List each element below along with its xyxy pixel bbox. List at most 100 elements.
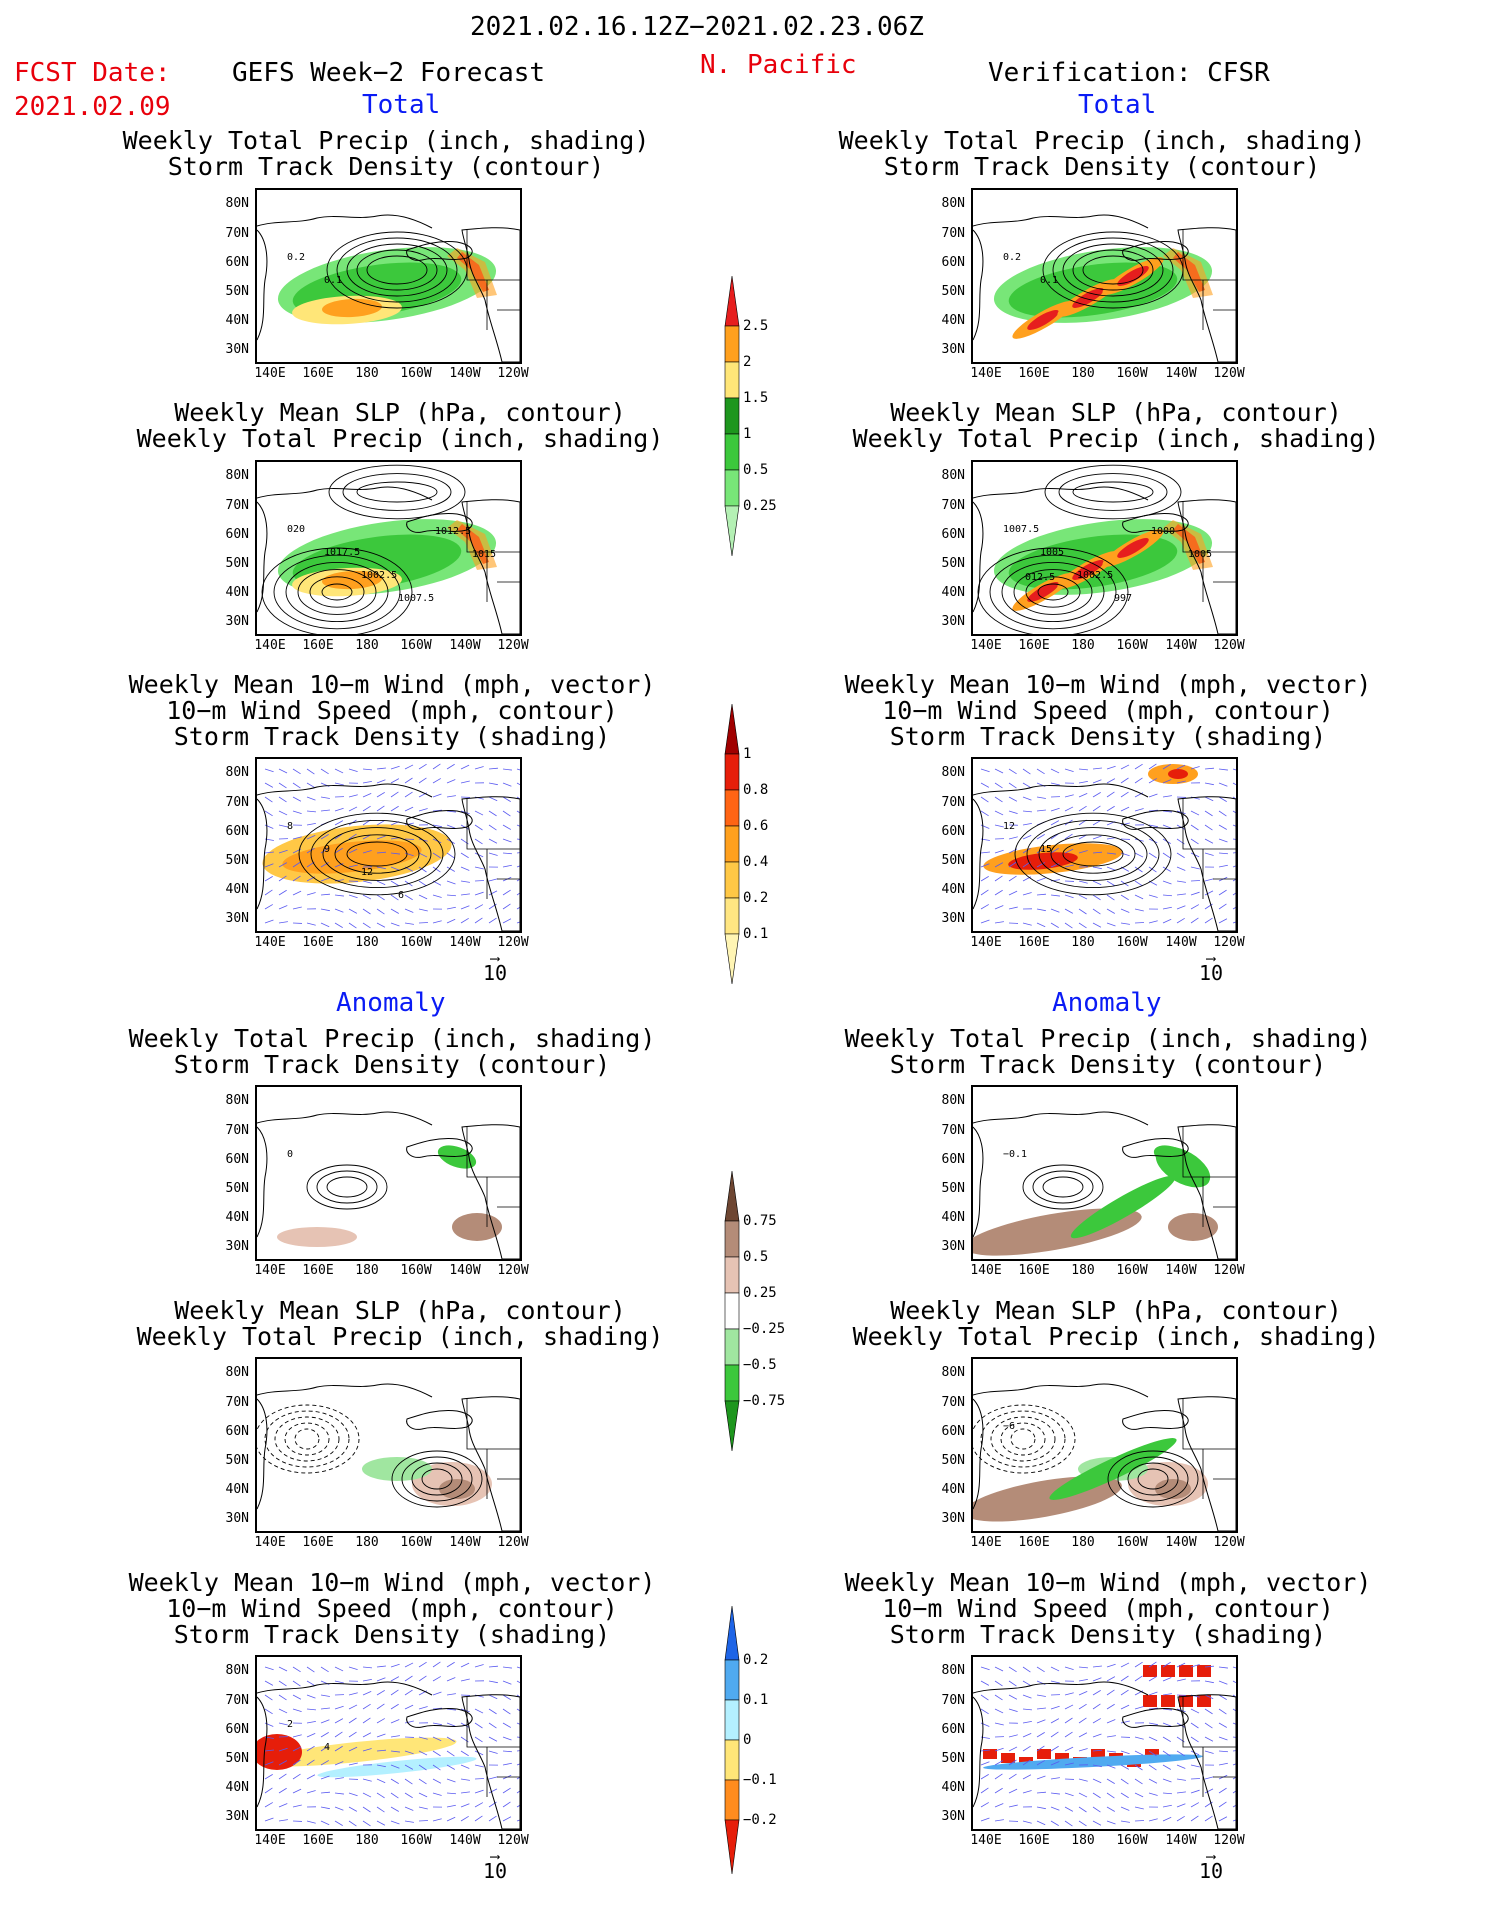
title-p5-right: Weekly Mean SLP (hPa, contour) Weekly To…	[852, 1296, 1380, 1351]
lon-tick-label: 160E	[302, 1263, 334, 1278]
contour-label: −0.1	[1003, 1149, 1027, 1160]
lat-tick-label: 70N	[941, 1395, 965, 1410]
colorbar-label: 0.25	[743, 1285, 777, 1301]
lon-tick-label: 120W	[497, 1535, 529, 1550]
colorbar-label: 1.5	[743, 390, 769, 406]
contour-label: 997	[1114, 593, 1132, 604]
lon-tick-label: 140E	[970, 366, 1002, 381]
lat-tick-label: 60N	[225, 1152, 249, 1167]
map-panel-p3-right: 12 15	[971, 757, 1238, 933]
date-range: 2021.02.16.12Z−2021.02.23.06Z	[470, 12, 924, 42]
lon-tick-label: 160E	[302, 638, 334, 653]
lat-tick-label: 80N	[941, 765, 965, 780]
lon-tick-label: 160W	[1116, 935, 1148, 950]
lat-tick-label: 80N	[225, 468, 249, 483]
lon-tick-label: 160W	[1116, 1263, 1148, 1278]
colorbar-precip-total	[724, 275, 740, 557]
lat-tick-label: 70N	[225, 1123, 249, 1138]
lat-tick-label: 40N	[225, 1482, 249, 1497]
lon-tick-label: 120W	[1213, 366, 1245, 381]
title-p6-left: Weekly Mean 10−m Wind (mph, vector) 10−m…	[128, 1568, 656, 1649]
contour-label: 1005	[1188, 549, 1212, 560]
colorbar-label: 1	[743, 746, 752, 762]
map-plot-p1-left: 0.2 0.1	[257, 214, 520, 362]
title-p3-left: Weekly Mean 10−m Wind (mph, vector) 10−m…	[128, 670, 656, 751]
contour-label: 12	[361, 867, 373, 878]
contour-label: 8	[287, 821, 293, 832]
lat-tick-label: 40N	[941, 1780, 965, 1795]
lat-tick-label: 30N	[941, 911, 965, 926]
map-plot-p5-left	[257, 1383, 520, 1531]
lat-tick-label: 80N	[225, 765, 249, 780]
contour-label: 2	[287, 1719, 293, 1730]
lon-tick-label: 120W	[497, 638, 529, 653]
lon-tick-label: 120W	[1213, 935, 1245, 950]
lat-tick-label: 40N	[225, 1210, 249, 1225]
lat-tick-label: 80N	[941, 1663, 965, 1678]
lat-tick-label: 70N	[941, 226, 965, 241]
colorbar-label: −0.1	[743, 1772, 777, 1788]
lon-tick-label: 140W	[449, 638, 481, 653]
lon-tick-label: 180	[1071, 935, 1095, 950]
lon-tick-label: 140W	[1165, 1833, 1197, 1848]
colorbar-label: 0.1	[743, 926, 769, 942]
lat-tick-label: 70N	[941, 1693, 965, 1708]
contour-label: 6	[398, 890, 404, 901]
lat-tick-label: 60N	[941, 527, 965, 542]
lon-tick-label: 140W	[449, 366, 481, 381]
lat-tick-label: 50N	[941, 556, 965, 571]
contour-label: 12	[1003, 821, 1015, 832]
left-title: GEFS Week−2 Forecast	[232, 58, 546, 88]
colorbar-label: 1	[743, 426, 752, 442]
lon-tick-label: 160E	[1018, 1263, 1050, 1278]
lat-tick-label: 50N	[225, 284, 249, 299]
lat-tick-label: 60N	[225, 1722, 249, 1737]
lon-tick-label: 140W	[1165, 638, 1197, 653]
lat-tick-label: 30N	[225, 1511, 249, 1526]
map-panel-p5-right: −6	[971, 1357, 1238, 1533]
colorbar-label: −0.5	[743, 1357, 777, 1373]
colorbar-label: 0.6	[743, 818, 769, 834]
lat-tick-label: 50N	[225, 556, 249, 571]
contour-label: 1007.5	[398, 593, 434, 604]
lat-tick-label: 30N	[941, 1809, 965, 1824]
lat-tick-label: 50N	[941, 1181, 965, 1196]
map-plot-p5-right: −6	[973, 1383, 1236, 1531]
contour-label: 4	[324, 1742, 330, 1753]
map-panel-p1-right: 0.2 0.1	[971, 188, 1238, 364]
colorbar-label: 2	[743, 354, 752, 370]
lat-tick-label: 30N	[941, 614, 965, 629]
colorbar-label: 0.1	[743, 1692, 769, 1708]
title-p3-right: Weekly Mean 10−m Wind (mph, vector) 10−m…	[844, 670, 1372, 751]
map-plot-p6-left: 24	[257, 1661, 520, 1829]
lon-tick-label: 160W	[400, 366, 432, 381]
contour-label: 0	[287, 1149, 293, 1160]
title-p1-left: Weekly Total Precip (inch, shading) Stor…	[122, 126, 650, 181]
map-plot-p2-left: 020 1017.5 1002.5 1007.5 1012.5 1015	[257, 464, 520, 634]
contour-label: 1002.5	[361, 570, 397, 581]
lon-tick-label: 160E	[302, 1833, 334, 1848]
vector-reference: ⟶ 10	[1198, 951, 1224, 985]
contour-label: 1017.5	[324, 547, 360, 558]
lon-tick-label: 120W	[1213, 1535, 1245, 1550]
contour-label: 1007.5	[1003, 524, 1039, 535]
fcst-date-value: 2021.02.09	[14, 92, 171, 122]
lon-tick-label: 160W	[1116, 1833, 1148, 1848]
title-p2-left: Weekly Mean SLP (hPa, contour) Weekly To…	[136, 398, 664, 453]
lon-tick-label: 140E	[254, 1535, 286, 1550]
lon-tick-label: 160E	[302, 1535, 334, 1550]
map-panel-p1-left: 0.2 0.1	[255, 188, 522, 364]
contour-label: 0.2	[1003, 252, 1021, 263]
colorbar-label: 0.5	[743, 462, 769, 478]
lat-tick-label: 30N	[225, 614, 249, 629]
colorbar-label: 0.75	[743, 1213, 777, 1229]
lon-tick-label: 140W	[1165, 1263, 1197, 1278]
lon-tick-label: 140E	[254, 638, 286, 653]
lon-tick-label: 160E	[302, 935, 334, 950]
lon-tick-label: 140W	[449, 1833, 481, 1848]
lon-tick-label: 160E	[1018, 935, 1050, 950]
lon-tick-label: 140W	[449, 935, 481, 950]
map-panel-p2-left: 020 1017.5 1002.5 1007.5 1012.5 1015	[255, 460, 522, 636]
lat-tick-label: 30N	[225, 1239, 249, 1254]
contour-label: 012.5	[1025, 572, 1055, 583]
